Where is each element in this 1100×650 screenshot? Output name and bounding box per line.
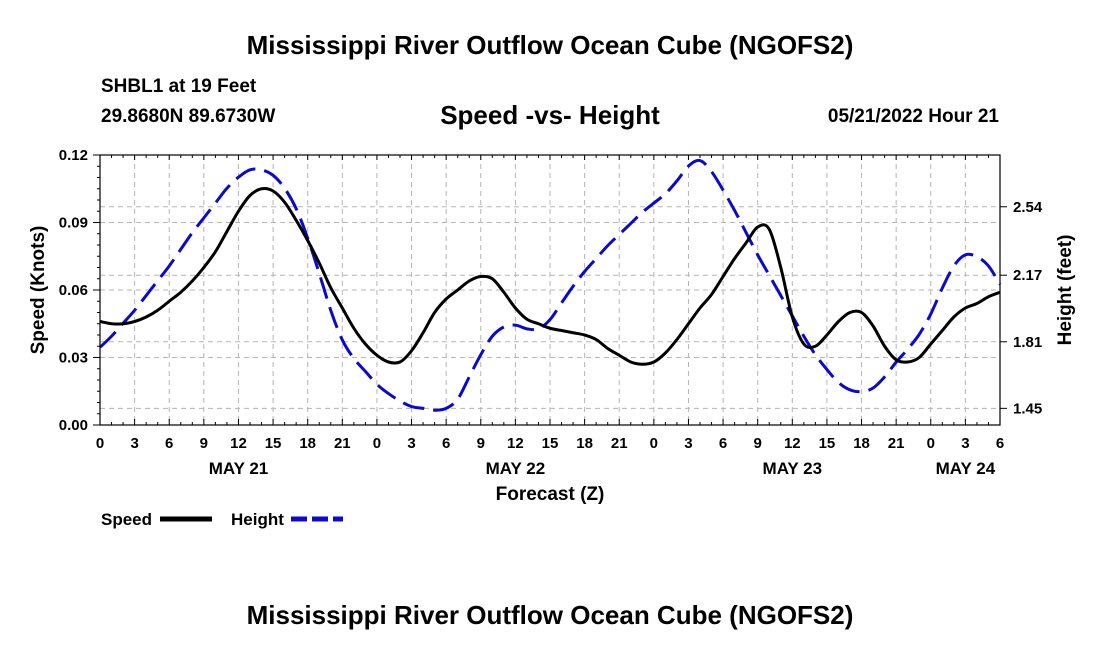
x-tick-label: 9 [754, 435, 762, 452]
x-tick-label: 15 [542, 435, 559, 452]
y2-tick-label: 2.54 [1013, 199, 1043, 216]
y-tick-label: 0.09 [59, 215, 88, 232]
x-tick-label: 9 [477, 435, 485, 452]
y2-tick-label: 1.81 [1013, 334, 1042, 351]
x-tick-label: 18 [853, 435, 870, 452]
y-tick-label: 0.03 [59, 350, 88, 367]
x-tick-label: 21 [334, 435, 351, 452]
x-axis-title: Forecast (Z) [496, 484, 605, 505]
x-tick-label: 0 [373, 435, 381, 452]
chart-subtitle: Speed -vs- Height [440, 100, 660, 130]
y-tick-label: 0.00 [59, 417, 88, 434]
x-tick-label: 3 [961, 435, 969, 452]
x-tick-label: 9 [200, 435, 208, 452]
data-series [98, 158, 1002, 412]
date-label: MAY 21 [209, 459, 269, 478]
x-tick-label: 18 [576, 435, 593, 452]
date-label: MAY 24 [936, 459, 996, 478]
y2-tick-label: 2.17 [1013, 267, 1042, 284]
station-coords: 29.8680N 89.6730W [101, 106, 276, 127]
x-tick-label: 12 [507, 435, 524, 452]
x-tick-label: 6 [719, 435, 727, 452]
legend-label: Height [231, 510, 284, 529]
x-tick-label: 0 [927, 435, 935, 452]
x-tick-label: 12 [230, 435, 247, 452]
x-tick-label: 15 [265, 435, 282, 452]
chart-main-title: Mississippi River Outflow Ocean Cube (NG… [246, 30, 854, 60]
x-tick-label: 18 [299, 435, 316, 452]
series-line-speed [99, 186, 1001, 366]
footer-title: Mississippi River Outflow Ocean Cube (NG… [246, 600, 854, 630]
date-label: MAY 22 [486, 459, 546, 478]
y2-axis-title: Height (feet) [1055, 235, 1076, 346]
x-tick-label: 0 [96, 435, 104, 452]
x-tick-label: 15 [819, 435, 836, 452]
x-tick-label: 21 [611, 435, 628, 452]
legend: Speed Height [101, 510, 343, 529]
x-tick-label: 3 [684, 435, 692, 452]
grid-lines [100, 155, 1000, 425]
x-tick-label: 3 [407, 435, 415, 452]
x-tick-label: 6 [165, 435, 173, 452]
x-tick-label: 3 [130, 435, 138, 452]
y-axis-title: Speed (Knots) [28, 226, 49, 355]
y-tick-label: 0.12 [59, 147, 88, 164]
legend-label: Speed [101, 510, 152, 529]
x-tick-label: 6 [442, 435, 450, 452]
x-tick-label: 0 [650, 435, 658, 452]
x-tick-label: 21 [888, 435, 905, 452]
y-tick-label: 0.06 [59, 282, 88, 299]
x-tick-label: 12 [784, 435, 801, 452]
date-label: MAY 23 [763, 459, 823, 478]
x-tick-label: 6 [996, 435, 1004, 452]
forecast-datetime: 05/21/2022 Hour 21 [827, 106, 999, 127]
series-line-height [98, 158, 1002, 412]
axes: 0 3 6 9 12 15 18 21 0 3 6 9 12 15 18 21 0 3 6 9 12 15 18 21 0 3 6M… [59, 147, 1043, 478]
y2-tick-label: 1.45 [1013, 400, 1042, 417]
station-label: SHBL1 at 19 Feet [101, 76, 257, 97]
